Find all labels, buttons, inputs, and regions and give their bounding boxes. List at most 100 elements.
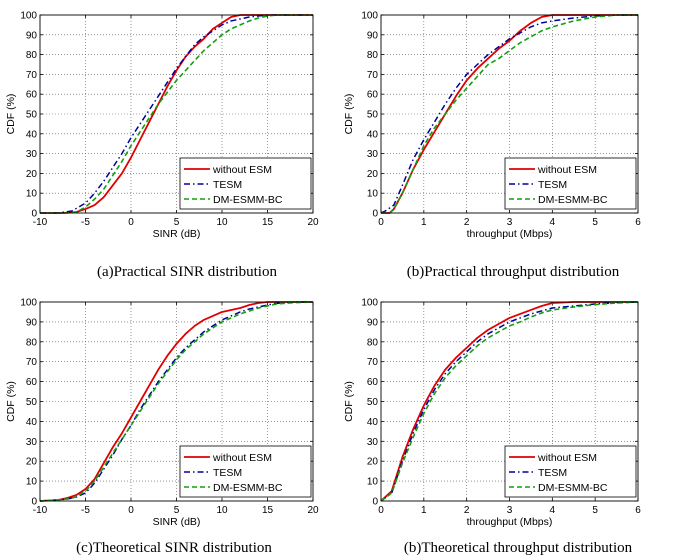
x-tick-label: 3 <box>507 217 513 228</box>
y-tick-label: 0 <box>372 497 378 508</box>
y-tick-label: 20 <box>367 457 379 468</box>
y-tick-label: 40 <box>26 129 38 140</box>
x-axis-label: SINR (dB) <box>153 516 201 528</box>
x-tick-label: -5 <box>81 505 90 516</box>
x-tick-label: 15 <box>262 217 274 228</box>
legend: without ESM TESM DM-ESMM-BC <box>504 445 637 498</box>
x-tick-label: -10 <box>33 505 48 516</box>
x-tick-label: 2 <box>464 505 470 516</box>
legend-label-1: without ESM <box>537 452 597 464</box>
y-tick-label: 60 <box>367 377 379 388</box>
x-axis-label: throughput (Mbps) <box>467 228 553 240</box>
y-tick-label: 50 <box>26 397 38 408</box>
x-tick-label: 3 <box>507 505 513 516</box>
x-tick-label: 10 <box>216 217 228 228</box>
y-tick-label: 0 <box>31 209 37 220</box>
series-line-3 <box>40 14 313 214</box>
y-tick-label: 60 <box>26 90 38 101</box>
x-tick-label: -10 <box>33 217 48 228</box>
x-tick-label: 20 <box>307 505 319 516</box>
chart-panel-3: -10 -5 0 5 10 15 20 0 10 20 30 40 50 60 70 80 90 100 SINR … <box>5 298 319 557</box>
y-tick-label: 90 <box>367 317 379 328</box>
y-tick-label: 60 <box>367 90 379 101</box>
x-tick-label: 1 <box>421 217 427 228</box>
legend-label-3: DM-ESMM-BC <box>213 194 283 206</box>
y-tick-label: 90 <box>26 317 38 328</box>
series-line-3 <box>39 301 314 502</box>
legend: without ESM TESM DM-ESMM-BC <box>179 445 312 498</box>
y-tick-label: 40 <box>26 417 38 428</box>
series-line-3 <box>380 301 639 502</box>
y-tick-label: 70 <box>367 357 379 368</box>
x-tick-label: 6 <box>635 217 641 228</box>
y-tick-label: 60 <box>26 377 38 388</box>
y-tick-label: 30 <box>26 149 38 160</box>
series-line-1 <box>39 301 313 502</box>
series-line-2 <box>40 14 313 214</box>
x-tick-label: 0 <box>128 505 134 516</box>
legend-label-2: TESM <box>213 179 242 191</box>
series-line-2 <box>380 14 638 214</box>
figure-caption: (b)Practical throughput distribution <box>407 264 620 280</box>
legend-label-1: without ESM <box>537 164 597 176</box>
x-tick-label: 0 <box>378 217 384 228</box>
x-tick-label: 6 <box>635 505 641 516</box>
y-tick-label: 80 <box>26 50 38 61</box>
y-tick-label: 100 <box>361 298 378 309</box>
y-tick-label: 90 <box>367 30 379 41</box>
y-axis-label: CDF (%) <box>5 94 17 135</box>
y-axis-label: CDF (%) <box>343 94 355 135</box>
x-tick-label: 20 <box>307 217 319 228</box>
y-tick-label: 0 <box>31 497 37 508</box>
y-tick-label: 10 <box>367 477 379 488</box>
plot-frame <box>380 14 639 214</box>
x-tick-label: 1 <box>421 505 427 516</box>
plot-frame <box>39 14 314 214</box>
x-tick-label: 5 <box>174 217 180 228</box>
y-axis-label: CDF (%) <box>343 381 355 422</box>
legend-label-1: without ESM <box>212 164 272 176</box>
figure-caption: (a)Practical SINR distribution <box>97 264 277 280</box>
y-tick-label: 10 <box>26 477 38 488</box>
y-tick-label: 70 <box>367 70 379 81</box>
series-line-2 <box>39 301 313 502</box>
y-tick-label: 0 <box>372 209 378 220</box>
y-tick-label: 100 <box>361 11 378 22</box>
legend-label-3: DM-ESMM-BC <box>538 482 608 494</box>
legend-label-2: TESM <box>213 467 242 479</box>
legend-label-1: without ESM <box>212 452 272 464</box>
x-tick-label: 5 <box>592 505 598 516</box>
x-tick-label: 4 <box>550 217 556 228</box>
legend-label-2: TESM <box>538 179 567 191</box>
y-tick-label: 30 <box>367 437 379 448</box>
x-tick-label: 5 <box>174 505 180 516</box>
series-line-3 <box>381 14 638 214</box>
x-tick-label: 0 <box>128 217 134 228</box>
x-axis-label: SINR (dB) <box>153 228 201 240</box>
y-tick-label: 20 <box>26 457 38 468</box>
y-tick-label: 50 <box>367 110 379 121</box>
y-tick-label: 30 <box>26 437 38 448</box>
x-tick-label: -5 <box>81 217 90 228</box>
y-tick-label: 70 <box>26 357 38 368</box>
y-tick-label: 30 <box>367 149 379 160</box>
chart-panel-4: 0 1 2 3 4 5 60102030405060708090100throughput … <box>343 298 641 557</box>
legend: without ESM TESM DM-ESMM-BC <box>179 157 312 210</box>
y-tick-label: 100 <box>20 11 37 22</box>
y-tick-label: 80 <box>367 337 379 348</box>
plot-frame <box>380 301 639 502</box>
y-tick-label: 80 <box>367 50 379 61</box>
series-line-2 <box>380 301 639 502</box>
y-tick-label: 80 <box>26 337 38 348</box>
x-tick-label: 0 <box>378 505 384 516</box>
legend: without ESM TESM DM-ESMM-BC <box>504 157 637 210</box>
y-tick-label: 40 <box>367 129 379 140</box>
series-line-1 <box>40 14 313 214</box>
x-axis-label: throughput (Mbps) <box>467 516 553 528</box>
x-tick-label: 2 <box>464 217 470 228</box>
y-tick-label: 10 <box>367 189 379 200</box>
y-tick-label: 100 <box>20 298 37 309</box>
legend-label-3: DM-ESMM-BC <box>213 482 283 494</box>
y-tick-label: 20 <box>26 169 38 180</box>
